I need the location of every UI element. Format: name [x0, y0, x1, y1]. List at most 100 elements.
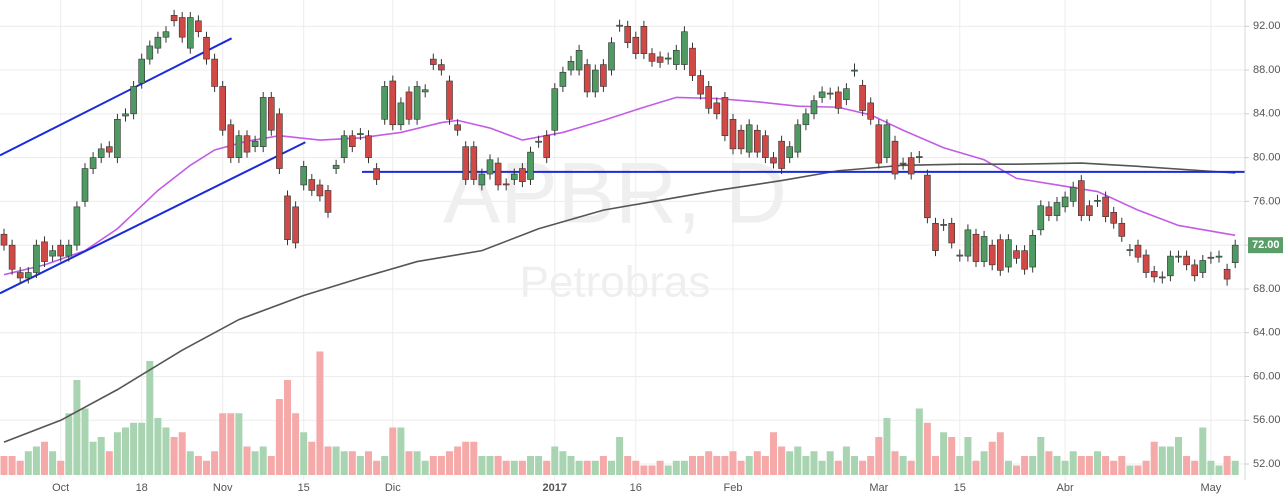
y-tick-label: 56.00 — [1253, 414, 1281, 426]
candle-body — [373, 168, 380, 180]
volume-bar — [105, 451, 113, 475]
volume-bar — [705, 451, 713, 475]
volume-bar — [1110, 460, 1118, 475]
x-tick-label: Mar — [869, 482, 888, 494]
volume-bar — [219, 413, 227, 475]
volume-bar — [235, 413, 243, 475]
volume-bar — [340, 451, 348, 475]
candle-body — [405, 91, 413, 120]
volume-bar — [689, 456, 696, 475]
volume-bar — [1085, 456, 1093, 475]
volume-bar — [535, 456, 543, 475]
volume-bar — [211, 451, 219, 475]
candle-body — [640, 25, 648, 54]
candle-body — [1021, 250, 1028, 270]
volume-bar — [49, 451, 57, 475]
volume-bar — [1118, 456, 1126, 475]
candle-body — [616, 24, 623, 27]
candle-body — [567, 60, 575, 71]
candle-body — [267, 97, 275, 131]
volume-bar — [640, 465, 648, 475]
candle-body — [195, 20, 202, 33]
volume-bar — [940, 432, 948, 475]
trend-line — [0, 37, 233, 157]
volume-bar — [624, 456, 632, 475]
volume-bar — [478, 456, 486, 475]
candle-body — [1223, 268, 1231, 280]
y-tick-label: 92.00 — [1253, 20, 1281, 32]
volume-bar — [932, 456, 939, 475]
x-tick-label: 15 — [298, 482, 310, 494]
candle-body — [859, 85, 866, 111]
volume-bar — [454, 446, 462, 475]
volume-bar — [875, 437, 883, 475]
volume-bar — [170, 437, 178, 475]
volume-bar — [470, 441, 478, 475]
candle-body — [1037, 205, 1045, 231]
volume-bar — [381, 456, 389, 475]
candle-body — [867, 102, 875, 120]
volume-bar — [543, 460, 551, 475]
candle-body — [211, 58, 218, 87]
volume-bar — [186, 451, 194, 475]
y-tick-label: 84.00 — [1253, 108, 1281, 120]
candle-body — [219, 86, 226, 131]
candle-body — [924, 174, 931, 219]
candle-body — [81, 168, 89, 202]
candle-body — [502, 183, 510, 186]
volume-bar — [259, 446, 267, 475]
volume-bar — [834, 460, 842, 475]
volume-bar — [24, 451, 32, 475]
watermark-symbol: APBR, D — [443, 146, 787, 242]
volume-bar — [632, 460, 640, 475]
candle-body — [899, 162, 907, 165]
volume-bar — [956, 456, 964, 475]
volume-bar — [16, 460, 24, 475]
candle-body — [340, 135, 348, 158]
candle-body — [227, 124, 235, 158]
moving-average — [3, 96, 1236, 276]
volume-bar — [972, 460, 980, 475]
candle-body — [794, 124, 802, 153]
candle-body — [308, 179, 316, 191]
volume-bar — [138, 422, 146, 475]
volume-bar — [778, 446, 786, 475]
overlay-layer — [0, 37, 1245, 443]
candle-body — [73, 206, 81, 246]
x-tick-label: Nov — [213, 482, 233, 494]
candle-body — [753, 129, 761, 153]
x-tick-label: Abr — [1057, 482, 1074, 494]
volume-bar — [486, 456, 494, 475]
candle-body — [357, 133, 364, 135]
candle-body — [1207, 256, 1215, 259]
volume-bar — [907, 460, 915, 475]
candle-body — [292, 206, 299, 244]
candle-body — [365, 135, 372, 158]
candle-body — [486, 159, 494, 175]
x-tick-label: 2017 — [543, 482, 567, 494]
volume-bar — [1021, 456, 1029, 475]
candle-body — [672, 50, 680, 65]
candle-body — [843, 88, 850, 100]
y-tick-label: 64.00 — [1253, 327, 1281, 339]
candle-body — [259, 97, 267, 147]
candle-body — [608, 42, 615, 71]
candle-body — [462, 146, 470, 180]
volume-bar — [373, 460, 381, 475]
candle-body — [300, 166, 308, 186]
candle-body — [438, 64, 445, 71]
volume-bar — [162, 427, 170, 475]
candle-body — [988, 244, 996, 266]
candle-body — [940, 224, 947, 226]
candle-body — [65, 244, 73, 257]
volume-bar — [883, 418, 891, 475]
candle-body — [154, 36, 162, 49]
volume-bar — [721, 456, 729, 475]
volume-bar — [389, 427, 397, 475]
volume-bar — [57, 460, 65, 475]
volume-bar — [851, 456, 858, 475]
candle-body — [97, 148, 105, 158]
volume-bar — [1166, 446, 1174, 475]
candle-body — [1142, 254, 1150, 273]
